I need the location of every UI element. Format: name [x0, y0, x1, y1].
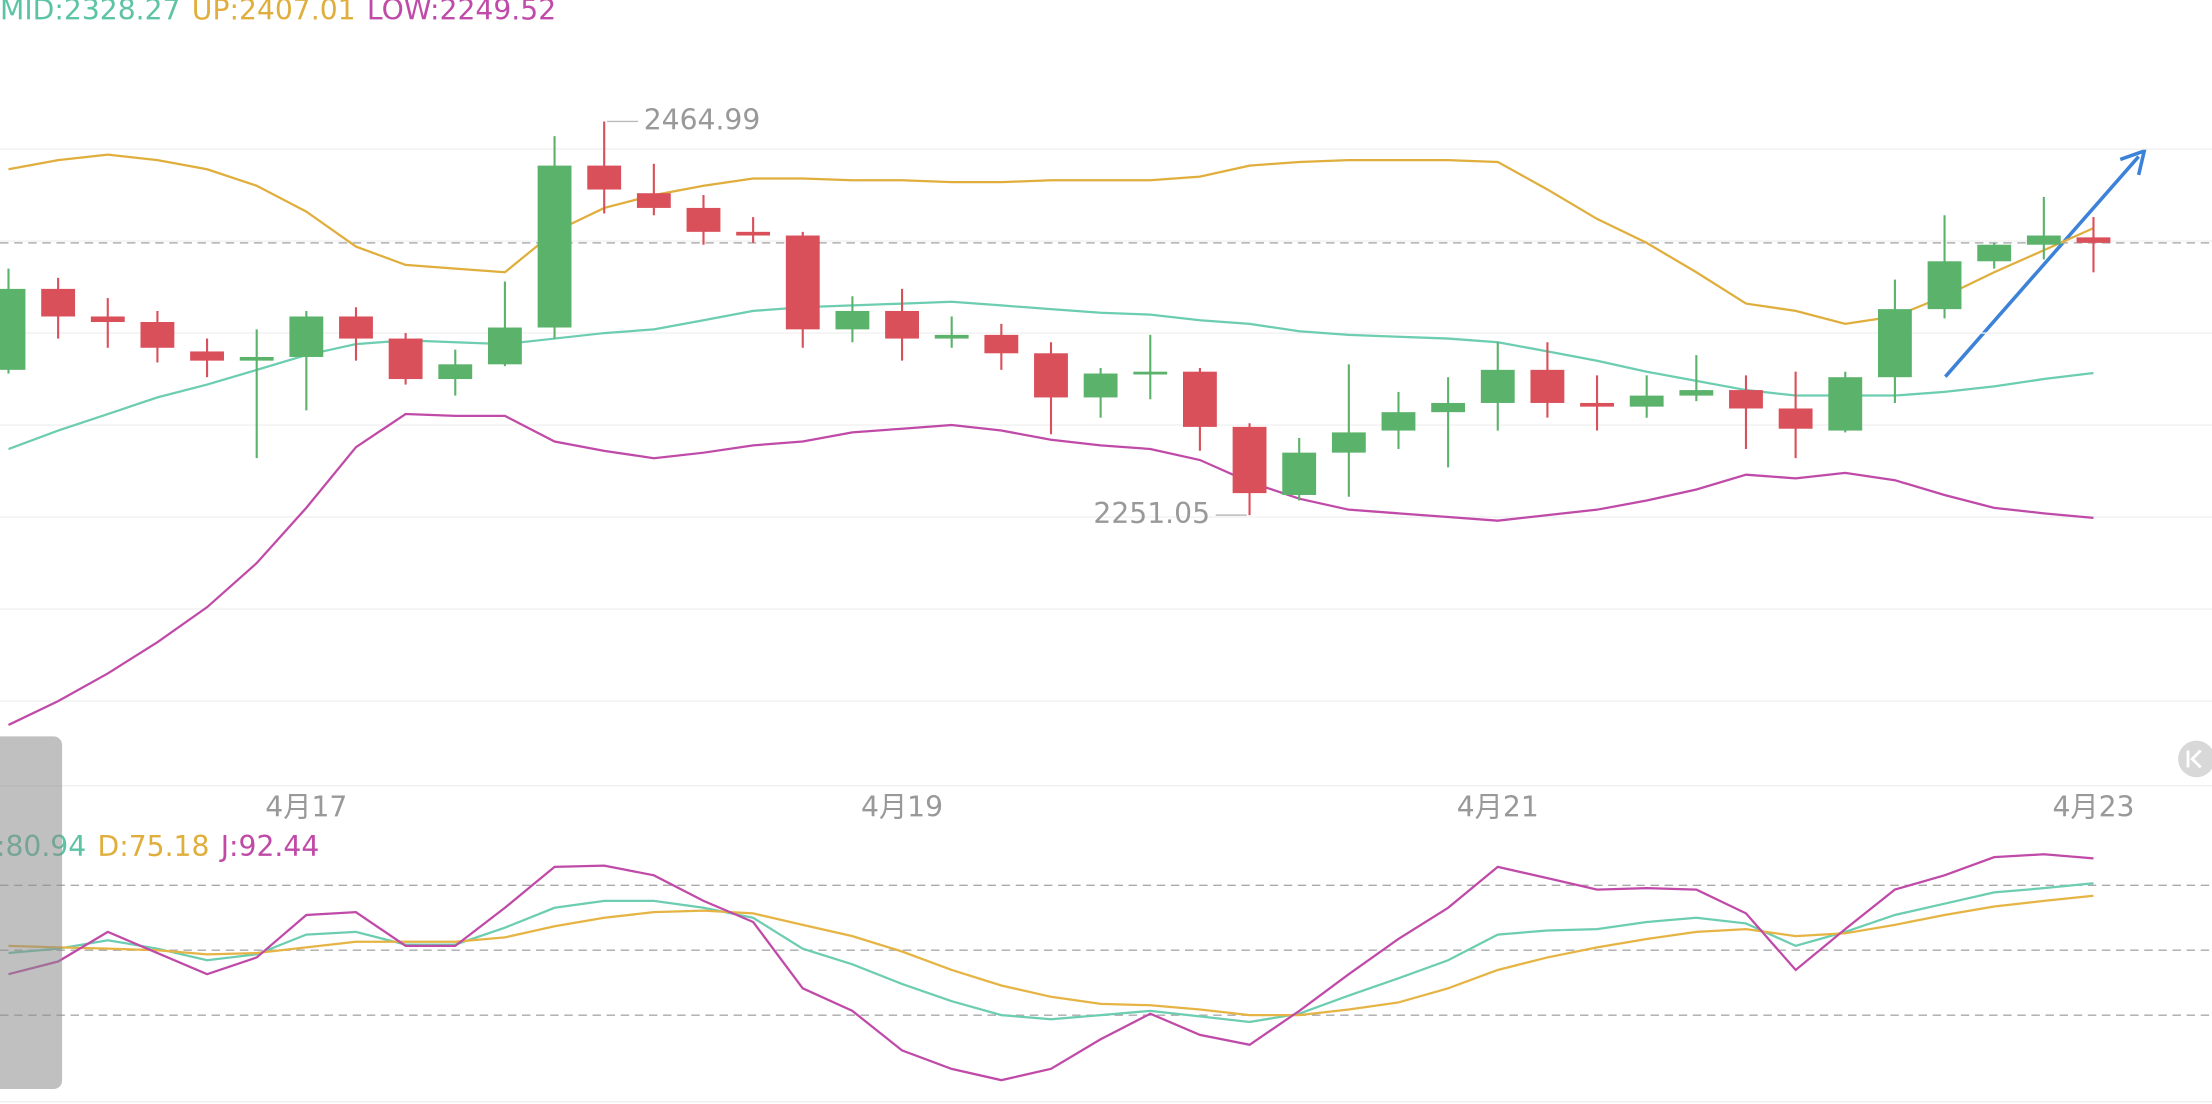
legend-entry: J:92.44 [219, 830, 320, 863]
candle-body [190, 351, 224, 361]
candle-body [1034, 353, 1068, 398]
candle-body [2026, 235, 2061, 245]
candle-body [686, 207, 721, 232]
candle-body [41, 288, 76, 317]
candle-body [1828, 377, 1863, 431]
legend-entry: LOW:2249.52 [367, 0, 556, 26]
trend-arrow-head [2119, 148, 2147, 176]
boll-line [8, 153, 2094, 326]
candle-body [1977, 244, 2012, 262]
candle-body [1232, 426, 1267, 494]
x-tick-label: 4月23 [2052, 790, 2134, 823]
trend-arrow [1944, 155, 2140, 378]
candle-body [388, 338, 423, 380]
candle-body [1133, 371, 1168, 375]
candle-body [1729, 390, 1763, 409]
candle-body [289, 316, 324, 357]
candle-body [1530, 369, 1565, 403]
candle-body [636, 193, 671, 208]
candle-body [1431, 402, 1466, 413]
legend-entry: UP:2407.01 [192, 0, 356, 26]
candle-body [1282, 452, 1317, 495]
candle-body [1331, 432, 1366, 453]
candle-body [984, 334, 1019, 354]
candle-body [1580, 402, 1614, 407]
collapse-icon [2190, 749, 2202, 769]
x-tick-label: 4月19 [861, 790, 943, 823]
candle-body [2076, 237, 2111, 243]
candle-body [90, 316, 125, 323]
candle-body [1679, 390, 1714, 396]
legend-entry: D:75.18 [97, 830, 209, 863]
candle-body [885, 310, 919, 339]
candle-body [1083, 373, 1118, 398]
candle-body [1480, 369, 1515, 403]
candle-body [1877, 309, 1912, 378]
candle-body [1927, 261, 1962, 310]
candle-body [140, 322, 175, 348]
kdj-line [8, 894, 2094, 1017]
collapse-button[interactable] [2178, 740, 2212, 778]
candle-body [1629, 395, 1664, 407]
candle-body [537, 165, 572, 328]
candle-body [1182, 371, 1217, 427]
x-tick-label: 4月17 [265, 790, 347, 823]
candle-body [0, 288, 26, 370]
candle-body [1778, 408, 1813, 429]
candle-body [487, 327, 522, 365]
candle-body [587, 165, 622, 190]
x-tick-label: 4月21 [1457, 790, 1539, 823]
candle-body [736, 231, 771, 236]
kdj-line [8, 853, 2094, 1082]
candle-body [835, 310, 870, 330]
side-panel[interactable] [0, 736, 63, 1090]
candle-body [1381, 412, 1416, 431]
low-label: 2251.05 [1093, 497, 1210, 530]
candle-body [934, 334, 969, 339]
high-label: 2464.99 [644, 103, 761, 136]
candle-body [785, 235, 820, 330]
candle-body [239, 356, 274, 361]
boll-line [8, 412, 2094, 726]
candle-body [339, 316, 373, 339]
candle-body [438, 364, 473, 380]
kdj-line [8, 882, 2094, 1024]
legend-entry: MID:2328.27 [0, 0, 181, 26]
